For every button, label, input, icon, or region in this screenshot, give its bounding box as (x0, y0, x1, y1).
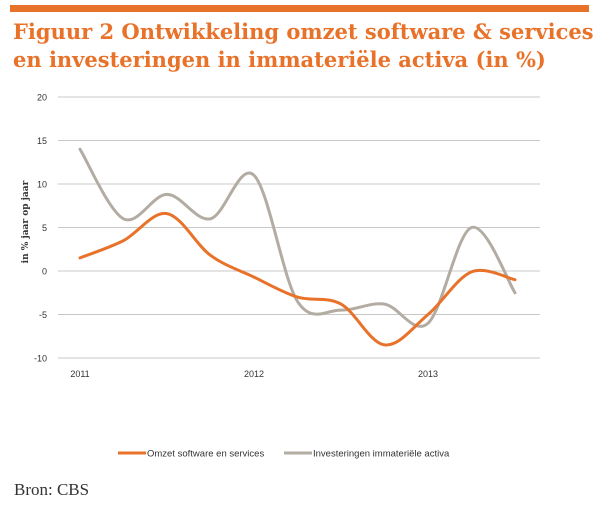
title-rule (10, 5, 589, 12)
x-tick-labels: 2011 2012 2013 (70, 369, 438, 379)
series-line-1 (78, 147, 517, 328)
x-tick-label: 2013 (418, 369, 438, 379)
x-tick-label: 2012 (244, 369, 264, 379)
y-tick-label: -5 (39, 310, 47, 320)
y-tick-labels: 20 15 10 5 0 -5 -10 (34, 93, 47, 364)
source-note: Bron: CBS (14, 480, 90, 499)
chart-title-line-2: en investeringen in immateriële activa (… (13, 47, 546, 72)
y-tick-label: -10 (34, 354, 47, 364)
chart-title-line-1: Figuur 2 Ontwikkeling omzet software & s… (13, 19, 594, 44)
y-tick-label: 20 (37, 93, 47, 103)
y-tick-label: 10 (37, 180, 47, 190)
series-layer (78, 147, 517, 347)
series-line-0 (78, 212, 517, 347)
legend-label: Omzet software en services (147, 449, 264, 460)
x-tick-label: 2011 (70, 369, 89, 379)
grid-layer (58, 96, 540, 359)
legend-label: Investeringen immateriële activa (313, 449, 450, 460)
y-tick-label: 5 (42, 223, 47, 233)
chart-title: Figuur 2 Ontwikkeling omzet software & s… (13, 18, 594, 74)
y-axis-label: in % jaar op jaar (21, 180, 31, 263)
y-tick-label: 0 (42, 267, 47, 277)
y-tick-label: 15 (37, 136, 47, 146)
legend: Omzet software en services Investeringen … (118, 449, 450, 460)
